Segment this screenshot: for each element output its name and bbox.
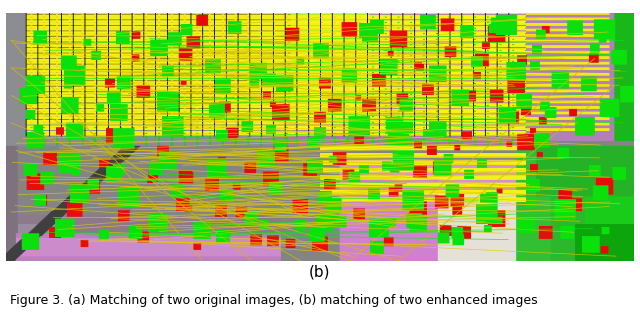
Text: Figure 3. (a) Matching of two original images, (b) matching of two enhanced imag: Figure 3. (a) Matching of two original i… xyxy=(10,294,537,307)
Text: (b): (b) xyxy=(309,264,331,280)
